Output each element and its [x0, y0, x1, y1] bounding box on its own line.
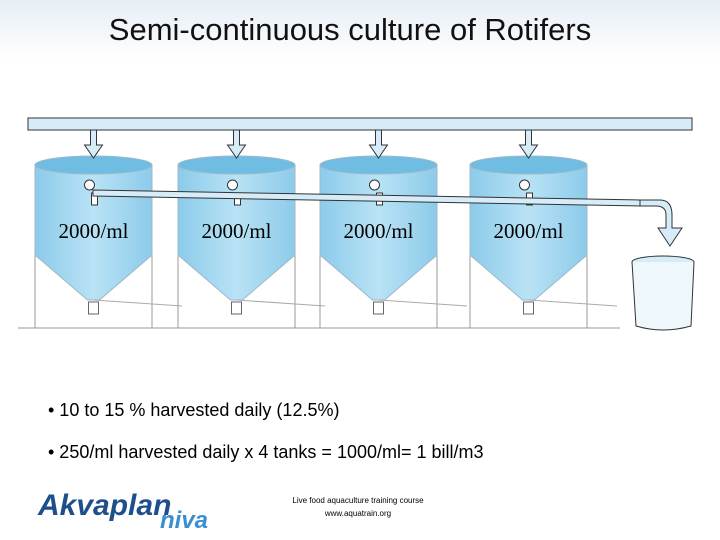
title-band: [0, 0, 720, 60]
tank: [34, 129, 183, 328]
float: [519, 179, 530, 191]
bullet: • 250/ml harvested daily x 4 tanks = 100…: [48, 442, 484, 462]
logo-primary: Akvaplan: [37, 489, 171, 522]
title: Semi-continuous culture of Rotifers: [109, 12, 591, 47]
feed-arrow: [368, 129, 389, 159]
tank-labels: 2000/ml 2000/ml 2000/ml 2000/ml: [58, 219, 563, 243]
diagram: [18, 117, 693, 329]
logo: Akvaplan niva: [37, 489, 208, 534]
feed-arrow: [226, 129, 247, 159]
feed-pipe: [27, 117, 693, 131]
drain-pipe: [93, 299, 183, 307]
drain-pipe: [528, 299, 618, 307]
tank-label: 2000/ml: [201, 219, 271, 243]
drain-pipe: [236, 299, 326, 307]
drain-valve: [373, 301, 384, 315]
tank-label: 2000/ml: [493, 219, 563, 243]
drain-valve: [88, 301, 99, 315]
harvest-outlet: [631, 199, 695, 331]
feed-arrow: [518, 129, 539, 159]
footer-line: Live food aquaculture training course: [292, 496, 424, 505]
float: [84, 179, 95, 191]
bullet: • 10 to 15 % harvested daily (12.5%): [48, 400, 339, 420]
drain-pipe: [378, 299, 468, 307]
tank-label: 2000/ml: [343, 219, 413, 243]
float: [369, 179, 380, 191]
float: [227, 179, 238, 191]
drain-valve: [523, 301, 534, 315]
tank-label: 2000/ml: [58, 219, 128, 243]
drain-valve: [231, 301, 242, 315]
feed-arrow: [83, 129, 104, 159]
footer-line: www.aquatrain.org: [324, 509, 391, 518]
logo-secondary: niva: [160, 507, 208, 534]
